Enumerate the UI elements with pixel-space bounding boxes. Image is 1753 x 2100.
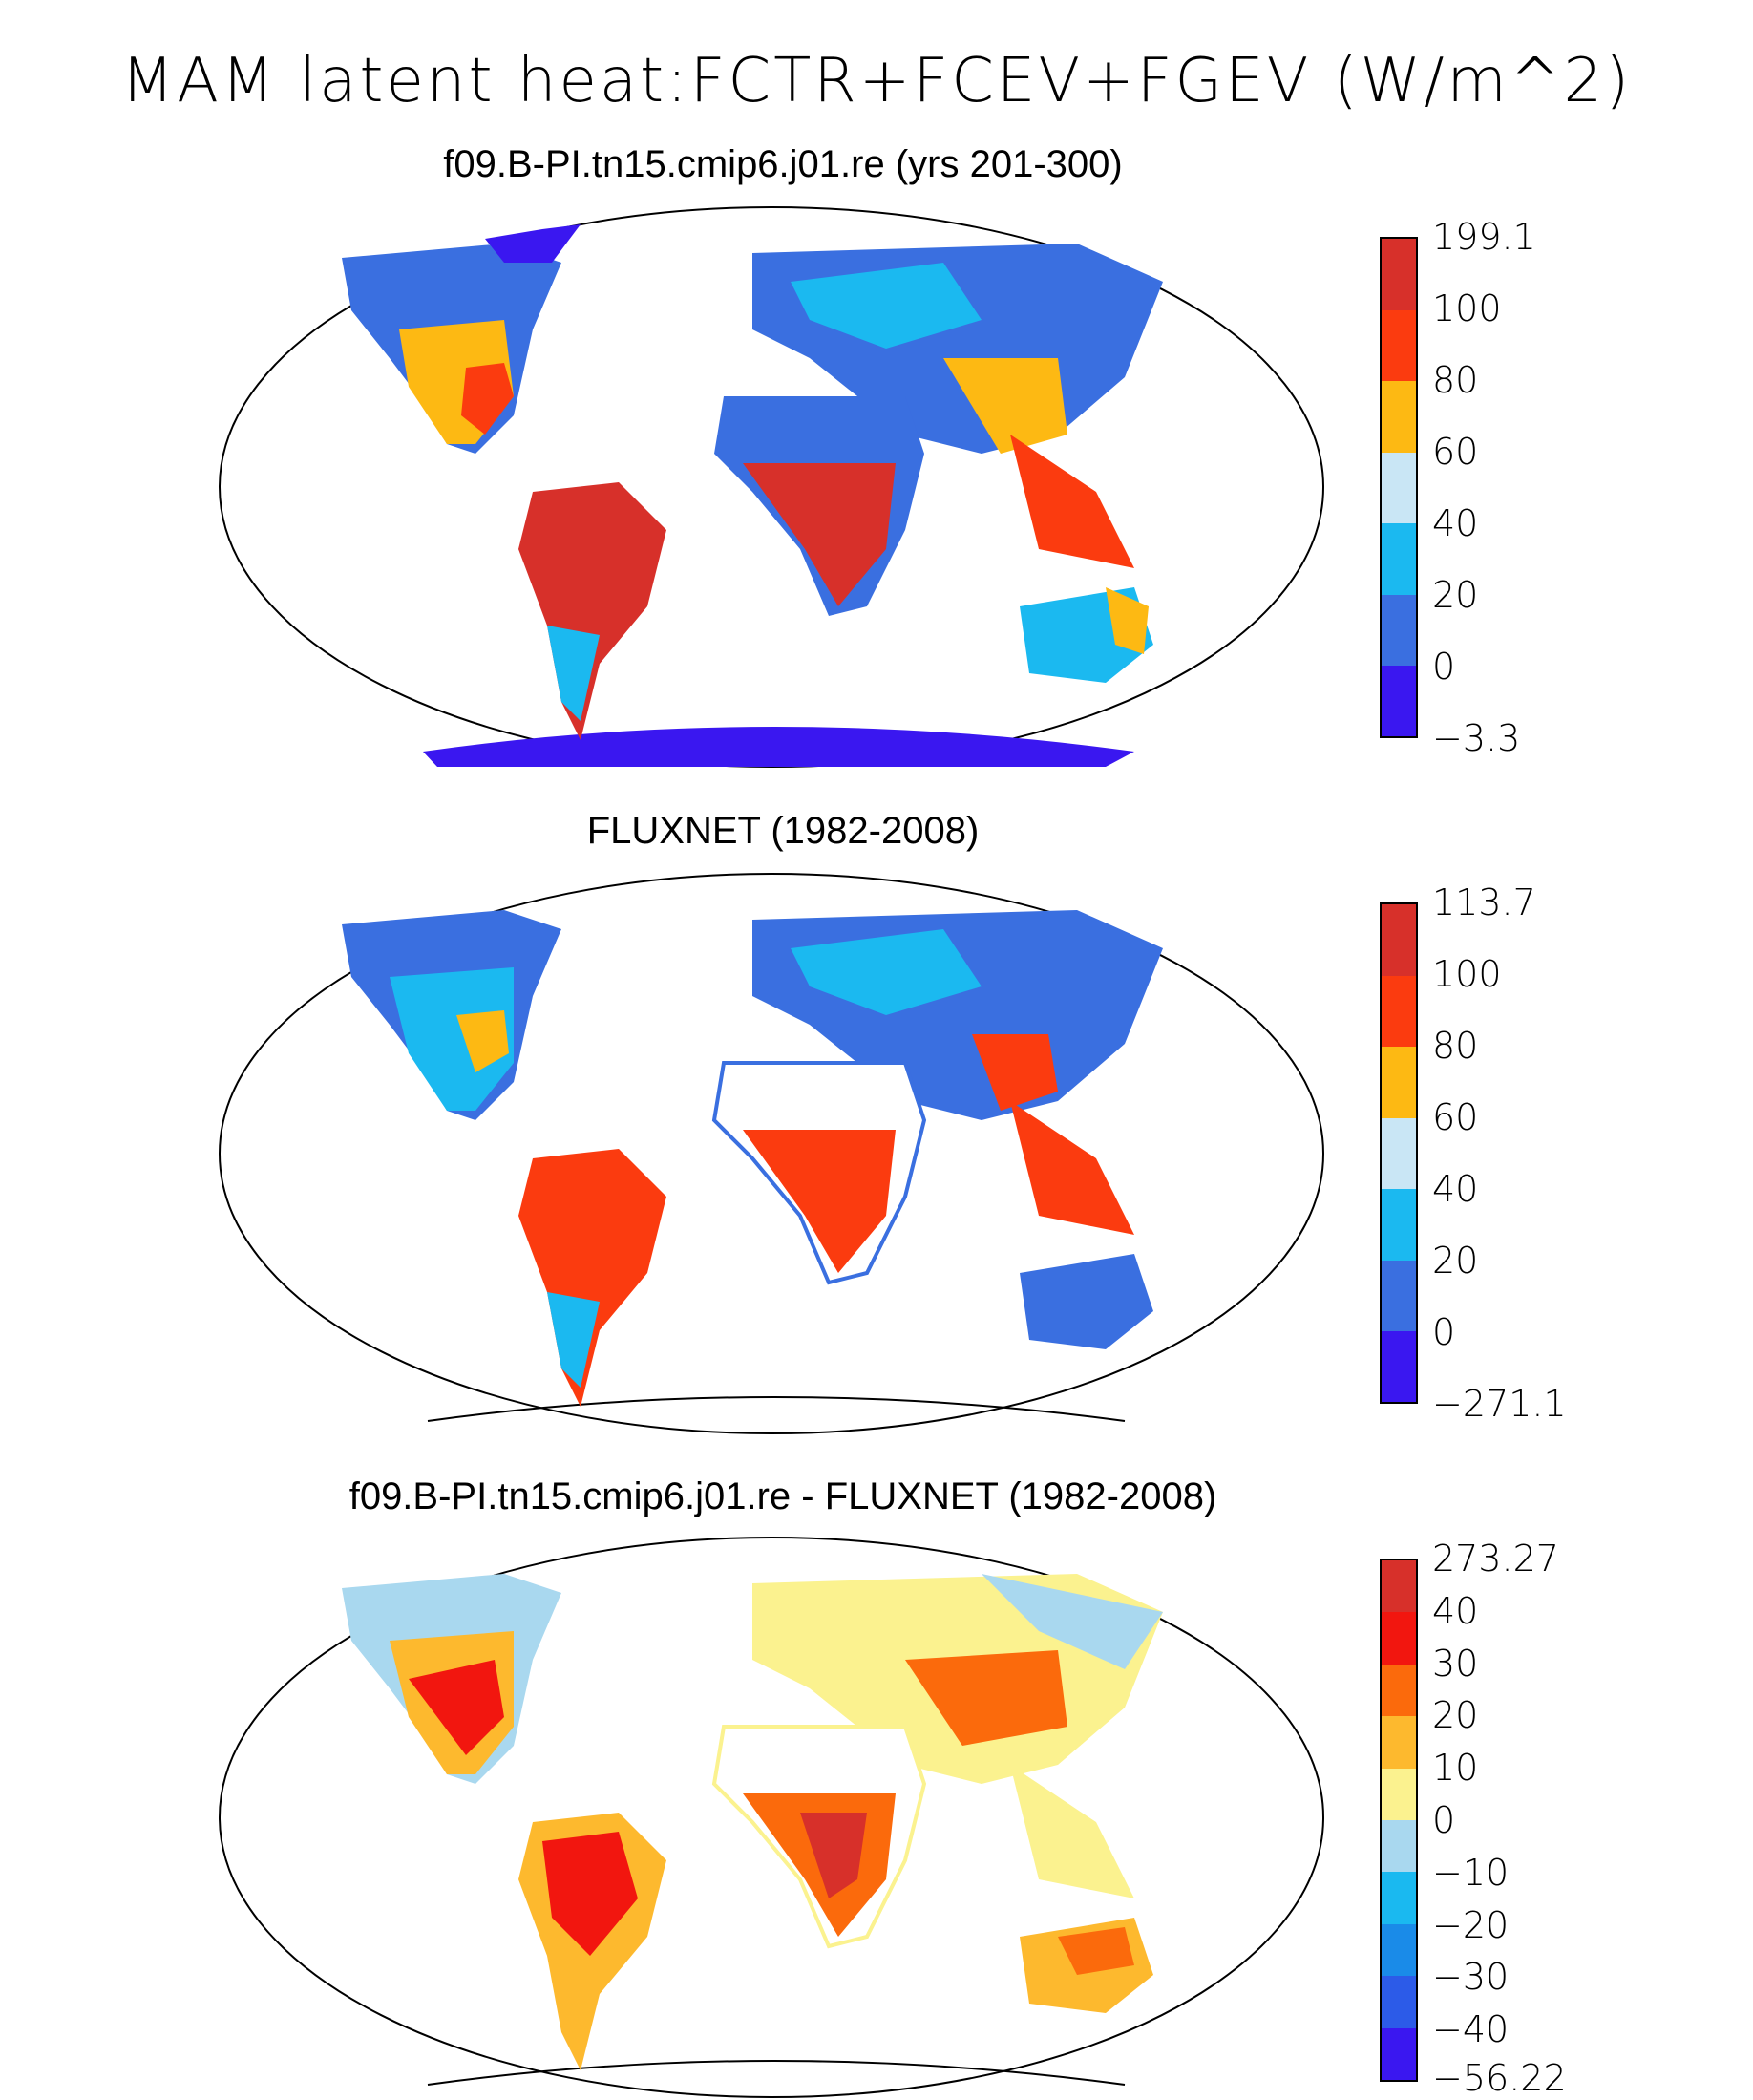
panel-3-tick-label: 273.27 — [1432, 1538, 1559, 1580]
panel-3-colorbar-segment — [1382, 1560, 1416, 1613]
panel-3-tick-label: 10 — [1432, 1747, 1479, 1789]
panel-1-colorbar-segment — [1382, 523, 1416, 595]
panel-2-colorbar-segment — [1382, 1331, 1416, 1402]
panel-1-tick-label: 199.1 — [1432, 216, 1536, 258]
panel-3-colorbar-segment — [1382, 1872, 1416, 1924]
panel-2-map — [219, 873, 1324, 1434]
panel-3-colorbar — [1380, 1559, 1418, 2082]
panel-1-colorbar-segment — [1382, 239, 1416, 310]
figure-title: MAM latent heat:FCTR+FCEV+FGEV (W/m^2) — [120, 46, 1633, 117]
panel-2-tick-label: 20 — [1432, 1240, 1479, 1282]
panel-3-colorbar-segment — [1382, 1664, 1416, 1717]
panel-3-map — [219, 1537, 1324, 2098]
panel-1-map — [219, 206, 1324, 768]
panel-3-colorbar-segment — [1382, 1768, 1416, 1820]
panel-2-colorbar-segment — [1382, 904, 1416, 976]
panel-1-colorbar-segment — [1382, 452, 1416, 523]
panel-2-colorbar-segment — [1382, 1260, 1416, 1331]
panel-3-tick-label: −40 — [1432, 2008, 1510, 2050]
panel-3-tick-label: −30 — [1432, 1956, 1510, 1998]
panel-3-colorbar-segment — [1382, 2027, 1416, 2080]
panel-3-colorbar-segment — [1382, 1976, 1416, 2028]
panel-2-tick-label: 113.7 — [1432, 881, 1536, 923]
panel-3-tick-label: 20 — [1432, 1694, 1479, 1736]
panel-2-tick-label: 40 — [1432, 1168, 1479, 1210]
panel-1-africa — [714, 396, 924, 616]
panel-2-colorbar-segment — [1382, 975, 1416, 1047]
panel-3-tick-label: 40 — [1432, 1590, 1479, 1632]
panel-1-australia — [1020, 587, 1153, 683]
panel-3-australia — [1020, 1918, 1153, 2013]
panel-1-tick-label: 80 — [1432, 359, 1479, 401]
panel-2-australia — [1020, 1254, 1153, 1349]
panel-3-colorbar-segment — [1382, 1820, 1416, 1873]
panel-1-colorbar — [1380, 237, 1418, 738]
panel-2-colorbar-segment — [1382, 1117, 1416, 1189]
panel-3-tick-label: 0 — [1432, 1799, 1456, 1841]
panel-3-tick-label: −56.22 — [1432, 2057, 1567, 2099]
panel-2-tick-label: −271.1 — [1432, 1383, 1567, 1425]
panel-1-tick-label: 0 — [1432, 646, 1456, 688]
panel-3-africa — [711, 1725, 927, 1949]
panel-1-eurasia — [752, 244, 1163, 568]
panel-2-africa — [711, 1061, 927, 1285]
panel-1-colorbar-segment — [1382, 666, 1416, 736]
panel-2-antarctica — [427, 1396, 1126, 1422]
panel-1-tick-label: 60 — [1432, 431, 1479, 473]
panel-2-colorbar — [1380, 902, 1418, 1404]
panel-1-colorbar-segment — [1382, 309, 1416, 381]
panel-2-colorbar-segment — [1382, 1189, 1416, 1261]
panel-1-title: f09.B-PI.tn15.cmip6.j01.re (yrs 201-300) — [443, 143, 1123, 185]
panel-1-south-america — [518, 482, 666, 740]
panel-2-tick-label: 100 — [1432, 953, 1502, 995]
panel-2-south-america — [518, 1149, 666, 1407]
panel-2-tick-label: 80 — [1432, 1025, 1479, 1067]
panel-1-antarctica — [423, 727, 1134, 767]
panel-1-tick-label: 20 — [1432, 574, 1479, 616]
panel-3-colorbar-segment — [1382, 1716, 1416, 1769]
panel-1-tick-label: −3.3 — [1432, 717, 1521, 759]
panel-2-eurasia — [752, 910, 1163, 1235]
panel-3-tick-label: 30 — [1432, 1643, 1479, 1685]
panel-3-title: f09.B-PI.tn15.cmip6.j01.re - FLUXNET (19… — [348, 1475, 1217, 1517]
panel-3-tick-label: −10 — [1432, 1852, 1510, 1894]
panel-3-tick-label: −20 — [1432, 1904, 1510, 1946]
panel-1-colorbar-segment — [1382, 381, 1416, 453]
panel-3-north-america — [342, 1574, 561, 1784]
panel-2-colorbar-segment — [1382, 1047, 1416, 1118]
panel-1-north-america — [342, 224, 581, 454]
panel-2-title: FLUXNET (1982-2008) — [586, 810, 980, 852]
panel-1-tick-label: 40 — [1432, 502, 1479, 544]
panel-3-colorbar-segment — [1382, 1612, 1416, 1665]
panel-3-antarctica — [427, 2060, 1126, 2086]
panel-2-tick-label: 60 — [1432, 1096, 1479, 1138]
panel-1-tick-label: 100 — [1432, 287, 1502, 329]
panel-2-north-america — [342, 910, 561, 1120]
panel-2-tick-label: 0 — [1432, 1311, 1456, 1353]
panel-3-eurasia — [752, 1574, 1163, 1898]
panel-1-colorbar-segment — [1382, 594, 1416, 666]
panel-3-south-america — [518, 1813, 666, 2070]
panel-3-colorbar-segment — [1382, 1923, 1416, 1977]
